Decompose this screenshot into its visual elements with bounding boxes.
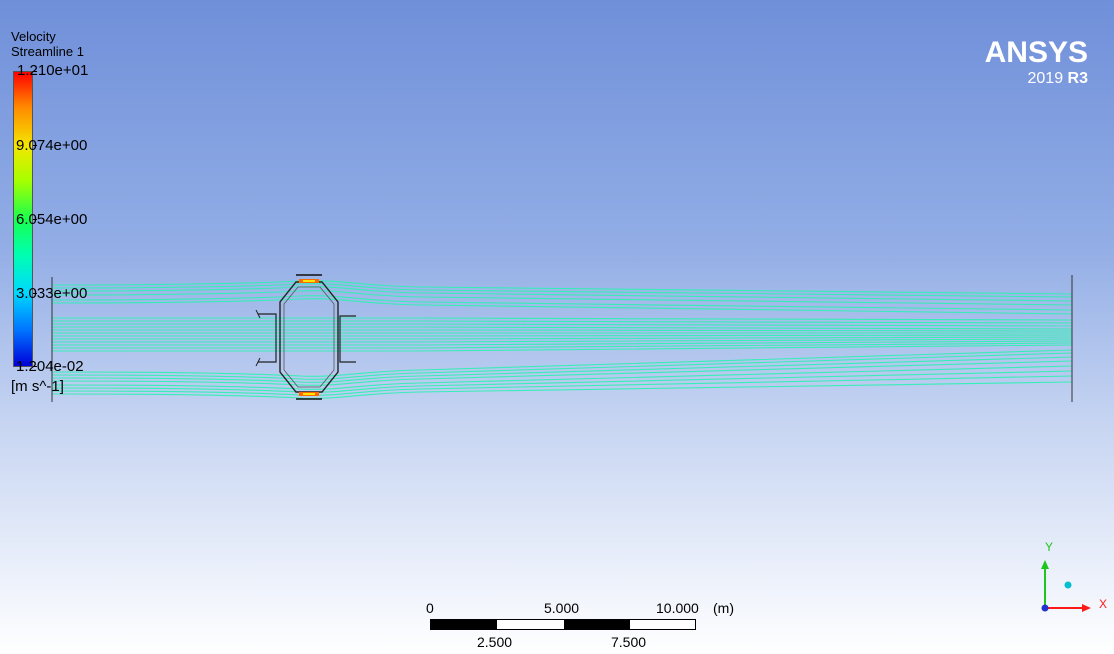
streamline xyxy=(52,317,1073,321)
triad-origin xyxy=(1041,604,1049,612)
streamline xyxy=(51,295,1073,311)
bottom-hotspot-core xyxy=(303,393,315,395)
streamline xyxy=(51,381,1073,399)
triad-y-arrow xyxy=(1041,560,1049,569)
streamline xyxy=(51,290,1073,306)
streamline xyxy=(51,365,1073,390)
scale-segment xyxy=(431,620,497,629)
streamline xyxy=(52,329,1073,332)
legend-units: [m s^-1] xyxy=(11,378,64,395)
ansys-logo: ANSYS 2019 R3 xyxy=(985,38,1088,88)
body-inner-outline xyxy=(283,286,335,388)
scale-label-5: 5.000 xyxy=(544,600,580,616)
streamlines xyxy=(51,280,1073,399)
legend-tick-mark xyxy=(33,366,37,367)
legend-tick-mark xyxy=(33,219,37,220)
version-release: R3 xyxy=(1067,70,1088,87)
scale-unit: (m) xyxy=(713,600,734,616)
scale-label-0: 0 xyxy=(426,600,434,616)
streamline xyxy=(51,286,1073,302)
legend-tick-label: 1.210e+01 xyxy=(17,62,89,79)
body-outline xyxy=(279,281,339,393)
left-fin xyxy=(258,313,277,363)
axis-triad[interactable] xyxy=(1041,560,1091,612)
streamline xyxy=(51,352,1073,380)
legend-subtitle: Streamline 1 xyxy=(11,44,84,59)
triad-z-dot xyxy=(1064,581,1072,589)
scale-label-2500: 2.500 xyxy=(477,634,513,650)
fin-tip xyxy=(255,357,261,367)
streamline xyxy=(51,356,1073,383)
legend-tick-mark xyxy=(33,293,37,294)
streamline xyxy=(52,334,1073,337)
axis-y-label: Y xyxy=(1045,540,1054,554)
scale-bar xyxy=(430,619,696,630)
streamline xyxy=(51,375,1073,396)
scale-label-10: 10.000 xyxy=(656,600,699,616)
top-hotspot-core xyxy=(303,280,315,282)
streamline xyxy=(52,323,1073,327)
axis-x-label: X xyxy=(1099,597,1108,611)
streamline xyxy=(51,298,1073,315)
model-geometry xyxy=(51,274,1073,402)
fin-tip xyxy=(255,309,261,319)
scale-segment xyxy=(564,620,630,629)
legend-tick-label: 6.054e+00 xyxy=(16,211,88,228)
legend-title: Velocity xyxy=(11,29,56,44)
triad-x-arrow xyxy=(1082,604,1091,612)
streamline xyxy=(51,283,1073,298)
brand-name: ANSYS xyxy=(984,36,1088,69)
legend-tick-label: 9.074e+00 xyxy=(16,137,88,154)
legend-tick-mark xyxy=(33,145,37,146)
streamline xyxy=(52,326,1073,330)
streamline xyxy=(52,320,1073,324)
streamline xyxy=(51,349,1073,377)
version-year: 2019 xyxy=(1027,70,1064,87)
streamline xyxy=(51,280,1073,295)
legend-tick-mark xyxy=(33,71,37,72)
right-fin xyxy=(339,315,356,363)
scale-label-7500: 7.500 xyxy=(611,634,647,650)
brand-version: 2019 R3 xyxy=(985,70,1089,88)
legend-tick-label: 1.204e-02 xyxy=(16,358,84,375)
streamline xyxy=(52,336,1073,340)
color-legend-bar[interactable] xyxy=(13,71,33,367)
legend-tick-label: 3.033e+00 xyxy=(16,285,88,302)
